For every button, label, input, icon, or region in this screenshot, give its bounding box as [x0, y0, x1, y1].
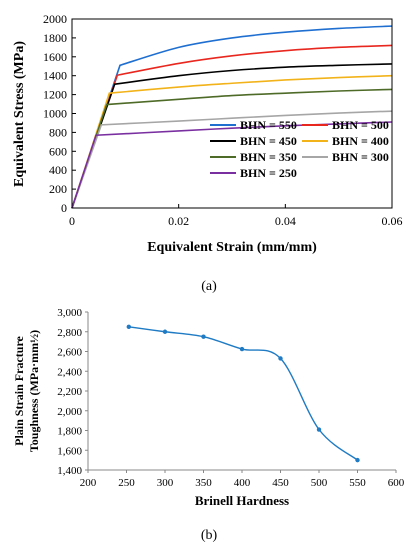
panel-b-data-point — [201, 334, 206, 339]
panel-b-x-tick-label: 500 — [311, 477, 328, 489]
panel-b-y-tick-label: 2,800 — [57, 327, 82, 339]
legend-label-bhn-500: BHN = 500 — [332, 118, 389, 132]
panel-a-y-tick-label: 1600 — [43, 50, 67, 64]
series-line-bhn-250 — [71, 121, 393, 209]
panel-a-y-tick-label: 0 — [61, 201, 67, 215]
series-line-bhn-550 — [71, 25, 393, 209]
panel-a-y-tick-label: 600 — [49, 144, 67, 158]
panel-b: 1,400 1,600 1,800 2,000 2,200 2,400 2,600 2,800… — [12, 307, 405, 543]
panel-b-y-tick-label: 1,600 — [57, 445, 82, 457]
panel-a-legend: BHN = 550 BHN = 500 BHN = 450 BHN = 400 BHN … — [210, 118, 389, 180]
legend-label-bhn-250: BHN = 250 — [240, 166, 297, 180]
legend-label-bhn-300: BHN = 300 — [332, 150, 389, 164]
panel-b-x-tick-label: 300 — [157, 477, 174, 489]
panel-a-x-ticks: 0 0.02 0.04 0.06 — [69, 204, 403, 228]
panel-b-y-tick-label: 3,000 — [57, 307, 82, 319]
series-line-bhn-500 — [71, 44, 393, 209]
panel-a-y-ticks: 0 200 400 600 800 1000 1200 1400 1600 1800 2000 — [43, 12, 76, 215]
panel-b-x-tick-label: 200 — [80, 477, 97, 489]
panel-a-x-axis-label: Equivalent Strain (mm/mm) — [147, 240, 317, 255]
panel-b-y-tick-label: 2,600 — [57, 347, 82, 359]
panel-a-y-tick-label: 200 — [49, 182, 67, 196]
panel-a-x-tick-label: 0 — [69, 214, 75, 228]
panel-b-data-point — [126, 324, 132, 330]
panel-b-x-tick-label: 350 — [195, 477, 212, 489]
legend-label-bhn-450: BHN = 450 — [240, 134, 297, 148]
panel-b-data-point — [239, 346, 245, 352]
panel-b-series-line — [128, 326, 358, 461]
panel-b-y-tick-label: 2,400 — [57, 366, 82, 378]
panel-a-y-tick-label: 800 — [49, 125, 67, 139]
series-line-bhn-450 — [71, 63, 393, 209]
panel-b-x-tick-label: 600 — [388, 477, 405, 489]
series-line-bhn-400 — [71, 74, 393, 209]
panel-b-x-tick-label: 550 — [349, 477, 366, 489]
legend-label-bhn-350: BHN = 350 — [240, 150, 297, 164]
panel-b-data-point — [316, 427, 322, 432]
panel-b-x-tick-label: 450 — [272, 477, 289, 489]
panel-a-x-tick-label: 0.06 — [382, 214, 403, 228]
series-line-bhn-300 — [71, 110, 393, 209]
panel-b-y-ticks: 1,400 1,600 1,800 2,000 2,200 2,400 2,600 2,800… — [57, 307, 88, 477]
panel-a-x-tick-label: 0.02 — [168, 214, 189, 228]
panel-a-y-tick-label: 2000 — [43, 12, 67, 26]
panel-a-y-tick-label: 1800 — [43, 31, 67, 45]
panel-b-x-tick-label: 250 — [118, 477, 135, 489]
panel-a-x-tick-label: 0.04 — [275, 214, 296, 228]
panel-b-series-group — [126, 324, 360, 463]
panel-b-caption: (b) — [201, 528, 218, 543]
panel-b-data-point — [162, 329, 168, 334]
panel-a-y-tick-label: 1000 — [43, 107, 67, 121]
legend-label-bhn-550: BHN = 550 — [240, 118, 297, 132]
panel-a-y-tick-label: 400 — [49, 163, 67, 177]
panel-b-data-point — [278, 356, 283, 361]
panel-b-x-tick-label: 400 — [234, 477, 251, 489]
panel-b-y-tick-label: 2,000 — [57, 406, 82, 418]
panel-a-y-axis-label: Equivalent Stress (MPa) — [12, 41, 27, 187]
panel-b-y-tick-label: 1,400 — [57, 465, 82, 477]
panel-b-x-ticks: 200 250 300 350 400 450 500 550 600 — [80, 470, 405, 489]
panel-b-data-point — [355, 457, 360, 463]
panel-b-y-tick-label: 2,200 — [57, 386, 82, 398]
series-line-bhn-350 — [71, 88, 393, 209]
legend-label-bhn-400: BHN = 400 — [332, 134, 389, 148]
panel-a-y-tick-label: 1400 — [43, 69, 67, 83]
panel-b-y-axis-label-line2: Toughness (MPa·mm½) — [27, 330, 41, 452]
panel-a-caption: (a) — [201, 279, 217, 294]
panel-b-y-axis-label-line1: Plain Strain Fracture — [12, 335, 26, 445]
panel-a-series-group — [71, 25, 393, 209]
panel-a-y-tick-label: 1200 — [43, 88, 67, 102]
panel-b-y-tick-label: 1,800 — [57, 426, 82, 438]
panel-b-x-axis-label: Brinell Hardness — [195, 493, 289, 508]
